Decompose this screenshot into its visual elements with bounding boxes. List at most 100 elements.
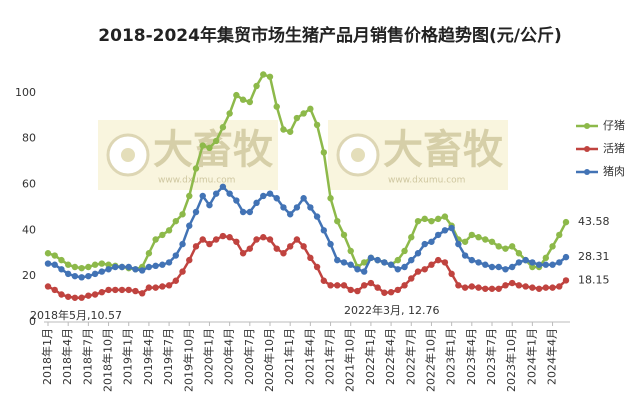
data-point xyxy=(58,266,65,273)
y-tick-label: 0 xyxy=(29,315,36,328)
data-point xyxy=(219,232,227,240)
data-point xyxy=(300,243,307,250)
x-tick-label: 2019年10月 xyxy=(181,328,195,392)
data-point xyxy=(508,263,516,271)
data-point xyxy=(71,272,79,280)
data-point xyxy=(300,195,307,202)
x-tick-label: 2020年10月 xyxy=(262,328,276,392)
data-point xyxy=(78,274,85,281)
data-point xyxy=(556,283,563,290)
data-point xyxy=(455,282,462,289)
data-point xyxy=(535,285,543,292)
data-point xyxy=(179,211,186,218)
data-point xyxy=(44,260,52,267)
data-point xyxy=(71,263,79,271)
data-point xyxy=(556,231,563,239)
data-point xyxy=(239,96,247,103)
legend-swatch xyxy=(584,169,590,175)
data-point xyxy=(91,291,99,298)
data-point xyxy=(461,284,469,291)
data-point xyxy=(408,275,415,282)
data-point xyxy=(482,236,489,243)
data-point xyxy=(495,263,502,271)
data-point xyxy=(273,245,280,252)
data-point xyxy=(145,284,153,291)
data-point xyxy=(340,231,348,239)
data-point xyxy=(233,197,240,204)
data-point xyxy=(246,98,254,106)
data-point xyxy=(529,259,536,266)
data-point xyxy=(475,284,482,291)
data-point xyxy=(340,282,348,289)
data-point xyxy=(562,218,570,226)
data-point xyxy=(394,266,402,273)
data-point xyxy=(125,263,132,271)
watermark-url: www.dxumu.com xyxy=(388,176,465,186)
data-point xyxy=(495,243,502,250)
x-tick-label: 2019年1月 xyxy=(121,328,135,385)
data-point xyxy=(360,259,368,266)
data-point xyxy=(360,282,368,289)
data-point xyxy=(340,259,348,266)
data-point xyxy=(313,263,321,271)
x-tick-label: 2018年10月 xyxy=(101,328,115,392)
data-point xyxy=(313,213,321,220)
data-point xyxy=(58,291,65,298)
data-point xyxy=(508,243,516,250)
data-point xyxy=(212,137,220,145)
x-tick-label: 2018年4月 xyxy=(60,328,74,385)
data-point xyxy=(165,227,173,234)
data-point xyxy=(354,266,361,273)
data-point xyxy=(138,290,146,297)
data-point xyxy=(199,142,206,149)
data-point xyxy=(502,245,509,252)
data-point xyxy=(273,103,280,110)
watermark-logo xyxy=(121,148,135,162)
data-point xyxy=(387,261,395,268)
data-point xyxy=(508,279,516,287)
data-point xyxy=(293,236,301,243)
data-point xyxy=(347,247,354,255)
data-point xyxy=(434,215,442,223)
x-tick-label: 2020年1月 xyxy=(201,328,215,385)
data-point xyxy=(334,282,341,289)
data-point xyxy=(367,279,375,287)
data-point xyxy=(475,259,482,266)
data-point xyxy=(549,284,556,291)
data-point xyxy=(495,285,502,292)
data-point xyxy=(441,227,449,234)
data-point xyxy=(434,256,442,264)
data-point xyxy=(421,215,428,223)
y-tick-label: 80 xyxy=(22,132,36,145)
data-point xyxy=(253,199,260,207)
data-point xyxy=(260,71,267,78)
data-point xyxy=(286,211,294,218)
data-point xyxy=(199,236,206,243)
data-point xyxy=(58,256,65,264)
data-point xyxy=(562,253,570,261)
data-point xyxy=(192,208,200,216)
end-label: 28.31 xyxy=(578,250,610,263)
data-point xyxy=(78,264,85,272)
data-point xyxy=(529,284,536,291)
data-point xyxy=(186,256,193,264)
data-point xyxy=(347,286,354,294)
x-tick-label: 2019年7月 xyxy=(161,328,175,385)
data-point xyxy=(64,270,72,278)
data-point xyxy=(327,282,334,289)
data-point xyxy=(51,286,58,294)
data-point xyxy=(381,259,388,266)
data-point xyxy=(51,252,58,259)
legend-label: 仔猪 xyxy=(603,119,625,132)
data-point xyxy=(334,256,341,264)
data-point xyxy=(112,263,119,271)
data-point xyxy=(219,183,227,190)
data-point xyxy=(280,250,287,257)
data-point xyxy=(421,266,428,273)
data-point xyxy=(468,283,476,290)
legend-swatch xyxy=(584,146,590,152)
data-point xyxy=(159,261,166,268)
data-point xyxy=(307,204,314,211)
x-tick-label: 2021年7月 xyxy=(323,328,337,385)
data-point xyxy=(212,236,220,243)
